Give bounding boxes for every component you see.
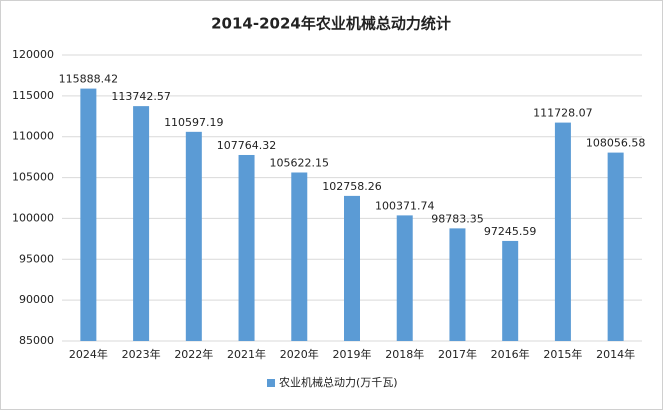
bar — [554, 122, 571, 342]
legend-label: 农业机械总动力(万千瓦) — [279, 375, 398, 389]
y-tick-label: 90000 — [19, 293, 54, 306]
y-tick-label: 100000 — [12, 211, 54, 224]
value-label: 100371.74 — [375, 199, 435, 212]
legend-marker — [267, 379, 275, 387]
value-label: 97245.59 — [484, 225, 537, 238]
bar — [238, 154, 255, 341]
y-tick-label: 115000 — [12, 89, 54, 102]
x-tick-label: 2015年 — [543, 347, 582, 361]
value-label: 113742.57 — [111, 90, 171, 103]
x-tick-label: 2022年 — [174, 347, 213, 361]
bar — [80, 88, 97, 342]
bar — [502, 240, 519, 341]
bar — [133, 106, 150, 341]
value-label: 111728.07 — [533, 107, 593, 120]
bar — [291, 172, 308, 341]
x-tick-label: 2020年 — [280, 347, 319, 361]
y-tick-label: 95000 — [19, 252, 54, 265]
x-tick-label: 2017年 — [438, 347, 477, 361]
x-tick-label: 2023年 — [122, 347, 161, 361]
x-tick-label: 2024年 — [69, 347, 108, 361]
value-label: 110597.19 — [164, 116, 224, 129]
bar — [449, 228, 466, 341]
y-tick-label: 120000 — [12, 48, 54, 61]
bar — [607, 152, 624, 341]
value-label: 102758.26 — [322, 180, 382, 193]
x-tick-label: 2014年 — [596, 347, 635, 361]
x-tick-label: 2018年 — [385, 347, 424, 361]
bar — [344, 195, 360, 341]
value-label: 98783.35 — [431, 212, 484, 225]
y-tick-label: 85000 — [19, 334, 54, 347]
x-tick-label: 2021年 — [227, 347, 266, 361]
y-tick-label: 105000 — [12, 171, 54, 184]
bar — [396, 215, 413, 341]
value-label: 107764.32 — [217, 139, 277, 152]
bar — [185, 131, 202, 341]
value-label: 115888.42 — [59, 73, 119, 86]
value-label: 105622.15 — [270, 156, 330, 169]
value-label: 108056.58 — [586, 137, 646, 150]
y-tick-label: 110000 — [12, 130, 54, 143]
x-tick-label: 2016年 — [491, 347, 530, 361]
chart-title: 2014-2024年农业机械总动力统计 — [211, 15, 451, 33]
x-tick-label: 2019年 — [333, 347, 372, 361]
